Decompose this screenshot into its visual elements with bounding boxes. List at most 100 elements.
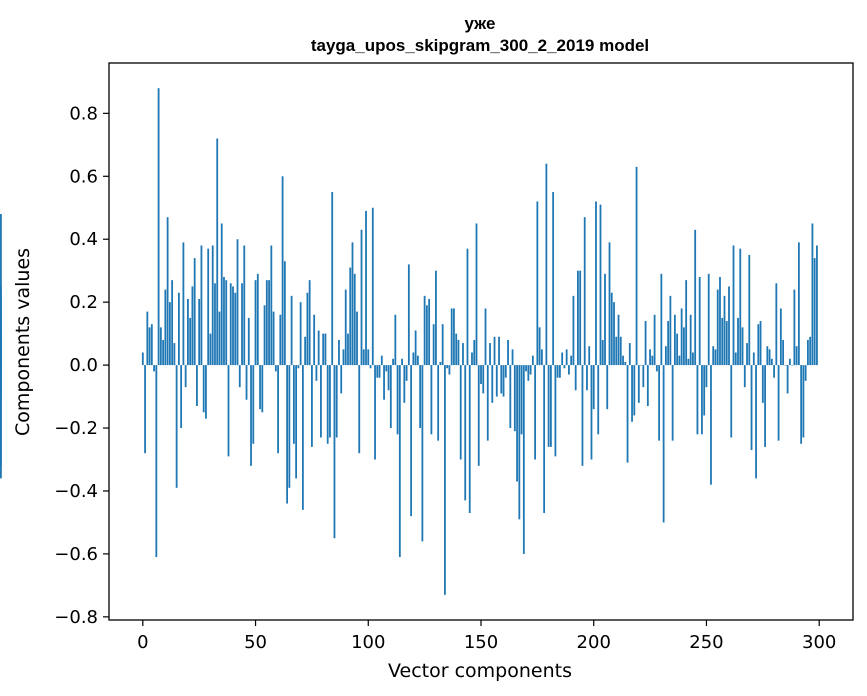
bar-36: [223, 276, 225, 366]
bar-86: [335, 365, 338, 438]
bar-68: [295, 365, 298, 479]
bar-202: [597, 365, 600, 435]
bar-227: [653, 314, 656, 366]
bar-104: [376, 365, 379, 378]
axes-group: 0 50 100 150 200 250 300 −0.8 −0.6 −0.4 −0.2 0.0 0.2…: [54, 103, 836, 653]
bar-242: [687, 358, 690, 366]
bar-98: [362, 349, 365, 366]
bar-196: [583, 217, 586, 366]
bar-224: [646, 365, 649, 407]
bar-221: [640, 365, 642, 366]
y-tick-label: 0.2: [69, 292, 98, 313]
bar-195: [581, 365, 584, 466]
bar-312: [0, 214, 2, 366]
bar-21: [189, 317, 192, 366]
bar-89: [342, 349, 345, 366]
bar-33: [216, 138, 219, 366]
bar-139: [455, 333, 458, 366]
bar-250: [705, 365, 708, 388]
bar-109: [387, 365, 390, 391]
bar-159: [500, 365, 503, 394]
bar-74: [308, 280, 311, 366]
chart-title-line-2: tayga_upos_skipgram_300_2_2019 model: [311, 36, 649, 55]
bar-6: [155, 365, 158, 558]
bar-84: [331, 192, 334, 366]
bar-255: [716, 289, 719, 366]
bar-7: [157, 88, 160, 366]
bar-27: [202, 365, 205, 413]
bar-194: [579, 270, 582, 366]
bar-253: [712, 346, 715, 366]
bar-268: [746, 343, 748, 366]
bar-2: [146, 311, 149, 366]
bar-272: [755, 365, 757, 479]
bar-146: [471, 352, 473, 366]
x-tick-label: 200: [577, 632, 611, 653]
bar-311: [0, 365, 2, 479]
bar-275: [761, 365, 764, 403]
bar-198: [588, 346, 591, 366]
bar-292: [800, 365, 803, 444]
bar-101: [369, 365, 372, 369]
bar-283: [779, 308, 782, 366]
bar-22: [191, 286, 194, 366]
bar-1: [144, 365, 146, 454]
bar-293: [802, 365, 805, 438]
bar-200: [592, 365, 595, 410]
bar-131: [437, 365, 440, 441]
bar-210: [615, 336, 618, 366]
bar-128: [430, 365, 433, 435]
bar-3: [148, 327, 151, 366]
bar-88: [340, 365, 343, 394]
bar-251: [707, 273, 710, 366]
bar-12: [168, 302, 171, 366]
bar-239: [680, 308, 683, 366]
bar-152: [484, 308, 487, 366]
x-tick-label: 0: [137, 632, 148, 653]
bar-26: [200, 245, 203, 366]
bar-93: [351, 242, 354, 366]
bar-77: [315, 365, 318, 381]
bar-236: [673, 314, 676, 366]
bar-142: [462, 343, 464, 366]
bar-47: [247, 317, 250, 366]
bar-148: [475, 223, 478, 366]
bar-260: [728, 286, 730, 366]
y-tick-label: −0.2: [54, 418, 98, 439]
bar-117: [405, 365, 408, 381]
bar-290: [795, 346, 798, 366]
bar-11: [166, 217, 169, 366]
bar-183: [554, 365, 557, 457]
bar-155: [491, 365, 494, 403]
bar-82: [326, 365, 329, 444]
bar-170: [525, 365, 527, 372]
bar-208: [610, 292, 613, 366]
bar-138: [453, 308, 455, 366]
x-tick-label: 250: [689, 632, 723, 653]
bar-259: [725, 321, 728, 366]
x-axis-label: Vector components: [388, 660, 572, 682]
bar-286: [786, 365, 789, 394]
bar-58: [272, 311, 275, 366]
bar-39: [229, 283, 232, 366]
bar-153: [486, 365, 489, 441]
bar-0: [141, 352, 144, 366]
bar-90: [344, 289, 347, 366]
bar-114: [398, 365, 401, 558]
bar-75: [311, 365, 313, 447]
bar-113: [396, 365, 399, 435]
bar-156: [493, 336, 496, 366]
bar-70: [299, 302, 302, 366]
bar-185: [559, 365, 561, 378]
bar-288: [791, 365, 794, 366]
bar-144: [466, 248, 469, 366]
bar-46: [245, 365, 248, 400]
bar-149: [477, 365, 480, 466]
bar-234: [669, 295, 672, 366]
bar-228: [655, 365, 658, 372]
bar-57: [270, 245, 273, 366]
bar-141: [459, 365, 462, 460]
bar-284: [782, 339, 785, 366]
bar-66: [290, 295, 293, 366]
bar-103: [374, 365, 376, 460]
